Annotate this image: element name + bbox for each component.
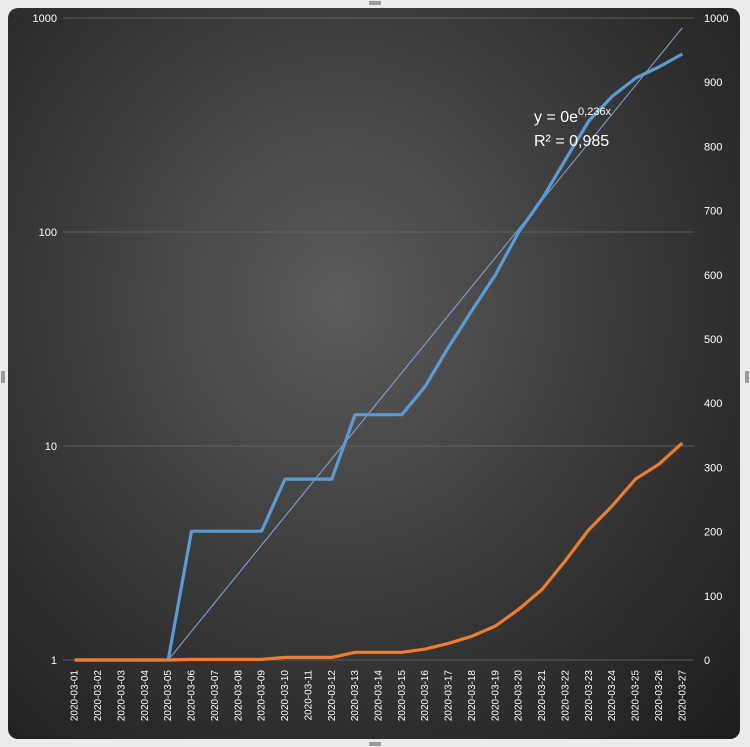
left-tick-label: 1000 [33,13,57,25]
x-tick-label: 2020-03-11 [303,670,314,721]
right-tick-label: 500 [704,334,722,346]
x-tick-label: 2020-03-12 [327,670,338,722]
x-tick-label: 2020-03-22 [560,670,571,722]
x-tick-label: 2020-03-01 [70,670,81,722]
x-tick-label: 2020-03-21 [537,670,548,722]
trendline-r2: R² = 0,985 [534,133,609,150]
resize-handle-top[interactable] [369,1,381,5]
right-tick-label: 200 [704,527,722,539]
resize-handle-bottom[interactable] [369,742,381,746]
right-axis-ticks: 0 100 200 300 400 500 600 700 800 900 1000 [704,13,728,667]
x-tick-label: 2020-03-24 [607,670,618,722]
x-tick-label: 2020-03-26 [654,670,665,722]
left-tick-label: 1 [51,655,57,667]
equation-base: y = 0e [534,109,578,126]
x-tick-label: 2020-03-16 [420,670,431,722]
left-axis-ticks: 1 10 100 1000 [33,13,57,667]
gridlines [63,17,694,661]
x-tick-label: 2020-03-27 [677,670,688,722]
x-tick-label: 2020-03-18 [467,670,478,722]
left-tick-label: 100 [39,227,57,239]
x-tick-label: 2020-03-07 [210,670,221,722]
resize-handle-left[interactable] [1,371,5,383]
x-tick-label: 2020-03-05 [163,670,174,722]
resize-handle-right[interactable] [745,371,749,383]
chart-svg: 1 10 100 1000 0 100 200 300 400 500 600 700 800 900 1… [33,13,729,722]
x-tick-label: 2020-03-23 [584,670,595,722]
series-line-orange [74,441,684,662]
x-axis-ticks: 2020-03-01 2020-03-02 2020-03-03 2020-03-04… [70,670,689,722]
right-tick-label: 900 [704,77,722,89]
x-tick-label: 2020-03-10 [280,670,291,722]
x-tick-label: 2020-03-15 [397,670,408,722]
left-tick-label: 10 [45,441,57,453]
x-tick-label: 2020-03-14 [374,670,385,722]
x-tick-label: 2020-03-06 [187,670,198,722]
trendline-equation: y = 0e0,236x [534,106,612,126]
x-tick-label: 2020-03-13 [350,670,361,722]
equation-exponent: 0,236x [578,106,612,118]
x-tick-label: 2020-03-09 [257,670,268,722]
x-tick-label: 2020-03-02 [93,670,104,722]
right-tick-label: 0 [704,655,710,667]
x-tick-label: 2020-03-20 [514,670,525,722]
x-tick-label: 2020-03-25 [631,670,642,722]
series-line-blue [74,52,684,662]
x-tick-label: 2020-03-03 [116,670,127,722]
right-tick-label: 600 [704,270,722,282]
chart-area: 1 10 100 1000 0 100 200 300 400 500 600 700 800 900 1… [8,8,740,739]
right-tick-label: 1000 [704,13,728,25]
x-tick-label: 2020-03-08 [233,670,244,722]
right-tick-label: 100 [704,591,722,603]
x-tick-label: 2020-03-04 [140,670,151,722]
right-tick-label: 700 [704,206,722,218]
x-tick-label: 2020-03-17 [444,670,455,722]
trendline [167,27,683,661]
x-tick-label: 2020-03-19 [490,670,501,722]
right-tick-label: 400 [704,398,722,410]
right-tick-label: 800 [704,141,722,153]
right-tick-label: 300 [704,462,722,474]
